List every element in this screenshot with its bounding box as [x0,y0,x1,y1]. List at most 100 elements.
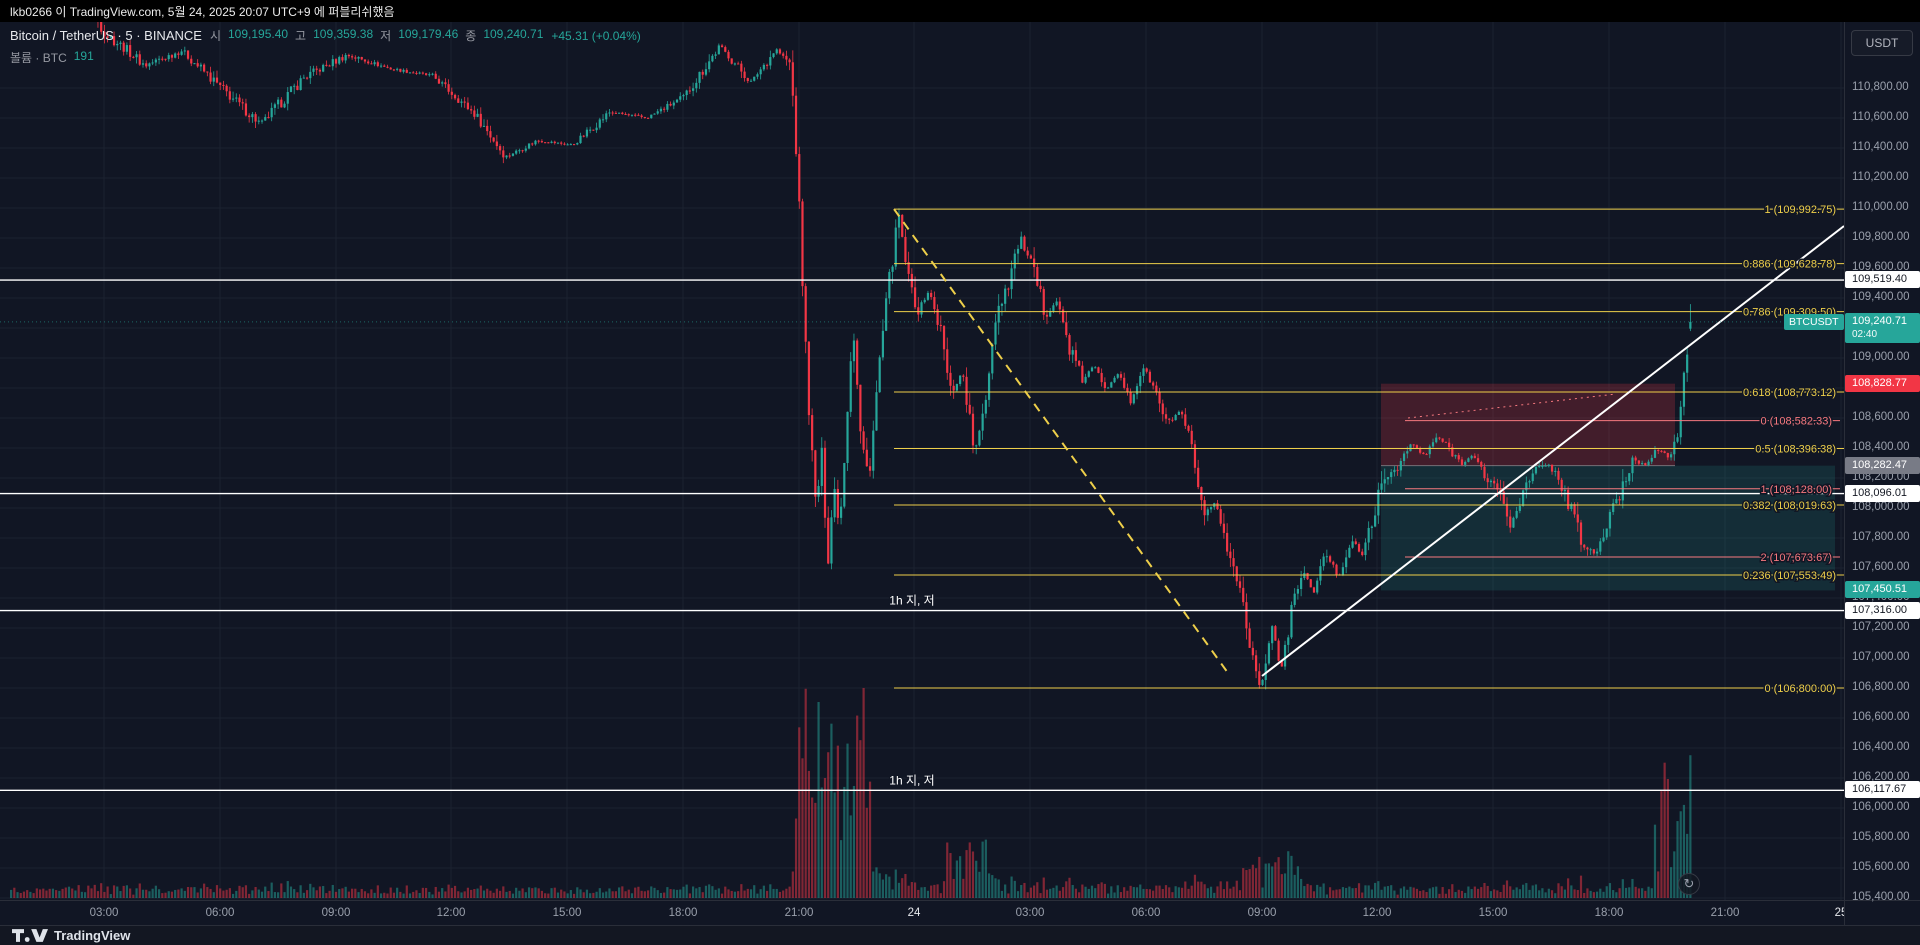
volume-bar [1457,889,1460,898]
volume-bar [16,892,19,898]
price-label: 107,450.51 [1845,581,1920,599]
candle-body [1650,457,1653,462]
candle-body [1245,602,1248,629]
candle-body [1467,458,1470,462]
volume-bar [868,781,872,898]
trendline-dashed[interactable] [893,208,1229,674]
volume-bar [1650,888,1653,898]
candle-body [1316,580,1319,593]
volume-bar [1206,888,1209,898]
volume-bar [608,888,611,898]
volume-bar [315,890,318,898]
candle-body [1309,579,1312,588]
candle-body [354,57,357,59]
candle-body [1174,414,1177,421]
volume-bar [1618,888,1621,898]
trendline-solid[interactable] [1261,225,1844,677]
volume-bar [1110,886,1113,898]
candle-body [1184,414,1187,426]
candle-body [424,73,428,75]
volume-bar [289,886,293,898]
candle-body [231,98,235,100]
volume-bar [55,890,58,898]
tradingview-logo[interactable]: TradingView [12,928,130,943]
currency-button[interactable]: USDT [1851,30,1913,56]
position-box-0[interactable] [1381,383,1675,466]
volume-bar [196,892,199,898]
candle-body [482,125,486,127]
candle-body [582,135,585,137]
candle-body [1139,375,1142,387]
candle-body [315,68,318,70]
candle-body [392,69,396,71]
candle-body [302,77,305,79]
volume-bar [367,893,370,898]
candle-body [1653,450,1657,458]
volume-bar [579,889,582,898]
candle-body [1364,542,1367,556]
candle-body [946,349,949,373]
time-axis[interactable]: 03:00 06:00 09:00 12:00 15:00 18:00 21:00 24 03:… [0,900,1847,925]
volume-bar [1312,891,1316,898]
refresh-icon[interactable]: ↻ [1678,873,1700,895]
candle-body [1402,453,1406,461]
candle-body [1380,483,1383,490]
symbol-title[interactable]: Bitcoin / TetherUS · 5 · BINANCE [10,28,202,43]
candle-body [524,148,527,151]
volume-bar [1599,888,1602,898]
volume-bar [1081,884,1084,898]
volume-bar [1380,889,1383,898]
volume-bar [923,887,926,898]
candle-body [1219,509,1222,524]
volume-bar [544,893,547,898]
candle-body [1177,411,1180,415]
candle-body [1113,377,1116,383]
position-box-1[interactable] [1381,465,1835,591]
candle-body [1267,643,1271,664]
volume-bar [434,886,437,898]
candle-body [1216,503,1219,510]
volume-bar [881,879,885,898]
candle-body [283,103,286,108]
candle-body [212,77,215,82]
candle-body [1361,551,1364,556]
chart-canvas[interactable]: 1 (109,992.75) 0.886 (109,628.78) 0.786 (1… [0,22,1844,900]
price-tick: 105,400.00 [1852,891,1910,903]
volume-bar [421,887,424,898]
candle-body [203,64,206,72]
candle-body [592,129,595,131]
candle-body [363,59,367,62]
candle-body [955,383,958,391]
price-tick: 110,400.00 [1852,141,1909,153]
candle-body [434,73,437,79]
volume-bar [331,884,334,898]
candle-body [682,95,685,97]
price-axis[interactable]: USDT 110,800.00 110,600.00 110,400.00 110,2… [1844,22,1920,903]
publish-bar: lkb0266 이 TradingView.com, 5월 24, 2025 2… [0,0,1920,22]
candle-body [859,384,862,432]
time-tick: 21:00 [784,907,814,919]
volume-bar [1226,881,1229,898]
candle-body [1238,581,1242,588]
candle-body [727,51,730,59]
candle-body [933,297,936,310]
candle-body [1483,466,1486,479]
volume-bar [1254,868,1258,898]
volume-bar [1499,892,1502,898]
volume-bar [389,887,392,898]
candle-body [1605,528,1608,538]
volume-bar [1354,888,1357,898]
volume-bar [38,889,42,898]
price-chart[interactable]: 1 (109,992.75)0.886 (109,628.78)0.786 (1… [0,22,1844,900]
volume-bar [183,890,186,898]
volume-bar [347,891,350,898]
volume-bar [946,842,949,898]
candle-body [544,142,547,144]
volume-bar [1013,880,1016,898]
volume-bar [344,886,347,898]
volume-bar [839,840,843,898]
volume-bar [952,878,955,898]
volume-bar [286,881,289,898]
trendline-dotted[interactable] [1407,393,1617,419]
candle-body [698,71,701,83]
